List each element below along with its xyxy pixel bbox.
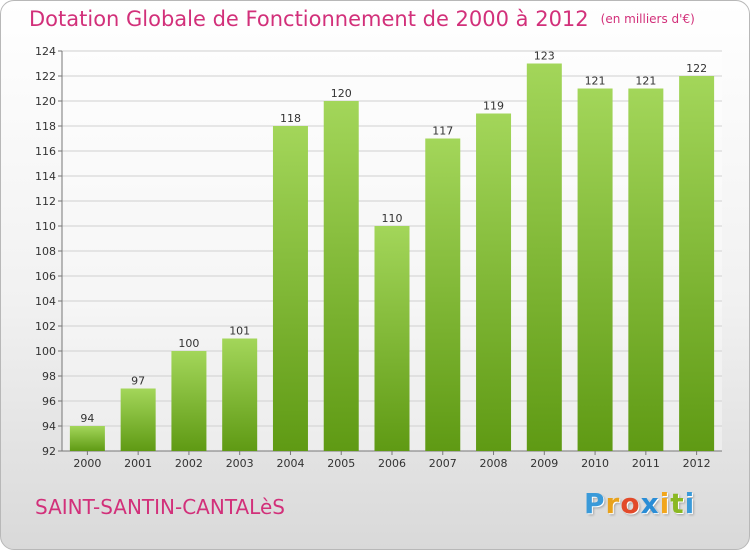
- x-tick-label: 2007: [429, 457, 457, 470]
- bar: [171, 351, 207, 451]
- bar-value-label: 121: [635, 75, 656, 88]
- y-tick-label: 94: [42, 420, 56, 433]
- bar: [69, 426, 105, 451]
- y-tick-label: 106: [35, 270, 56, 283]
- y-tick-label: 102: [35, 320, 56, 333]
- bar: [272, 126, 308, 451]
- bar-value-label: 123: [534, 50, 555, 63]
- x-tick-label: 2002: [175, 457, 203, 470]
- bar: [120, 388, 156, 451]
- bar: [222, 338, 258, 451]
- bar-value-label: 101: [229, 325, 250, 338]
- y-tick-label: 112: [35, 195, 56, 208]
- x-tick-label: 2009: [530, 457, 558, 470]
- x-tick-label: 2006: [378, 457, 406, 470]
- bar-value-label: 119: [483, 100, 504, 113]
- y-tick-label: 118: [35, 120, 56, 133]
- bar-value-label: 110: [382, 212, 403, 225]
- y-tick-label: 92: [42, 445, 56, 458]
- bar: [374, 226, 410, 451]
- y-tick-label: 100: [35, 345, 56, 358]
- logo-letter: o: [620, 487, 641, 520]
- x-tick-label: 2011: [632, 457, 660, 470]
- logo-letter: P: [584, 487, 606, 520]
- x-tick-label: 2010: [581, 457, 609, 470]
- y-tick-label: 98: [42, 370, 56, 383]
- bar-value-label: 94: [80, 412, 94, 425]
- y-tick-label: 114: [35, 170, 56, 183]
- y-tick-label: 116: [35, 145, 56, 158]
- logo-letter: i: [684, 487, 696, 520]
- commune-name: SAINT-SANTIN-CANTALèS: [35, 495, 285, 519]
- x-tick-label: 2004: [276, 457, 304, 470]
- bar-value-label: 122: [686, 62, 707, 75]
- bar: [679, 76, 715, 451]
- x-tick-label: 2000: [73, 457, 101, 470]
- logo-letter: r: [605, 487, 621, 520]
- chart-title: Dotation Globale de Fonctionnement de 20…: [29, 7, 695, 31]
- bar: [628, 88, 664, 451]
- y-tick-label: 104: [35, 295, 56, 308]
- y-tick-label: 108: [35, 245, 56, 258]
- bar-value-label: 120: [331, 87, 352, 100]
- x-tick-label: 2012: [683, 457, 711, 470]
- x-tick-label: 2003: [226, 457, 254, 470]
- y-tick-label: 124: [35, 45, 56, 58]
- x-tick-label: 2001: [124, 457, 152, 470]
- bar: [425, 138, 461, 451]
- bar-value-label: 118: [280, 112, 301, 125]
- logo-letter: x: [640, 487, 660, 520]
- bar: [577, 88, 613, 451]
- bar: [476, 113, 512, 451]
- chart-unit-label: (en milliers d'€): [600, 12, 695, 26]
- bar-value-label: 97: [131, 375, 145, 388]
- bar-value-label: 121: [585, 75, 606, 88]
- logo-letter: i: [659, 487, 671, 520]
- x-tick-label: 2005: [327, 457, 355, 470]
- bar-value-label: 100: [178, 337, 199, 350]
- y-tick-label: 96: [42, 395, 56, 408]
- y-tick-label: 110: [35, 220, 56, 233]
- y-tick-label: 120: [35, 95, 56, 108]
- bar: [526, 63, 562, 451]
- bar: [323, 101, 359, 451]
- bar-value-label: 117: [432, 125, 453, 138]
- proxiti-logo: Proxiti: [584, 487, 695, 520]
- y-tick-label: 122: [35, 70, 56, 83]
- logo-letter: t: [670, 487, 685, 520]
- chart-title-text: Dotation Globale de Fonctionnement de 20…: [29, 7, 589, 31]
- x-tick-label: 2008: [480, 457, 508, 470]
